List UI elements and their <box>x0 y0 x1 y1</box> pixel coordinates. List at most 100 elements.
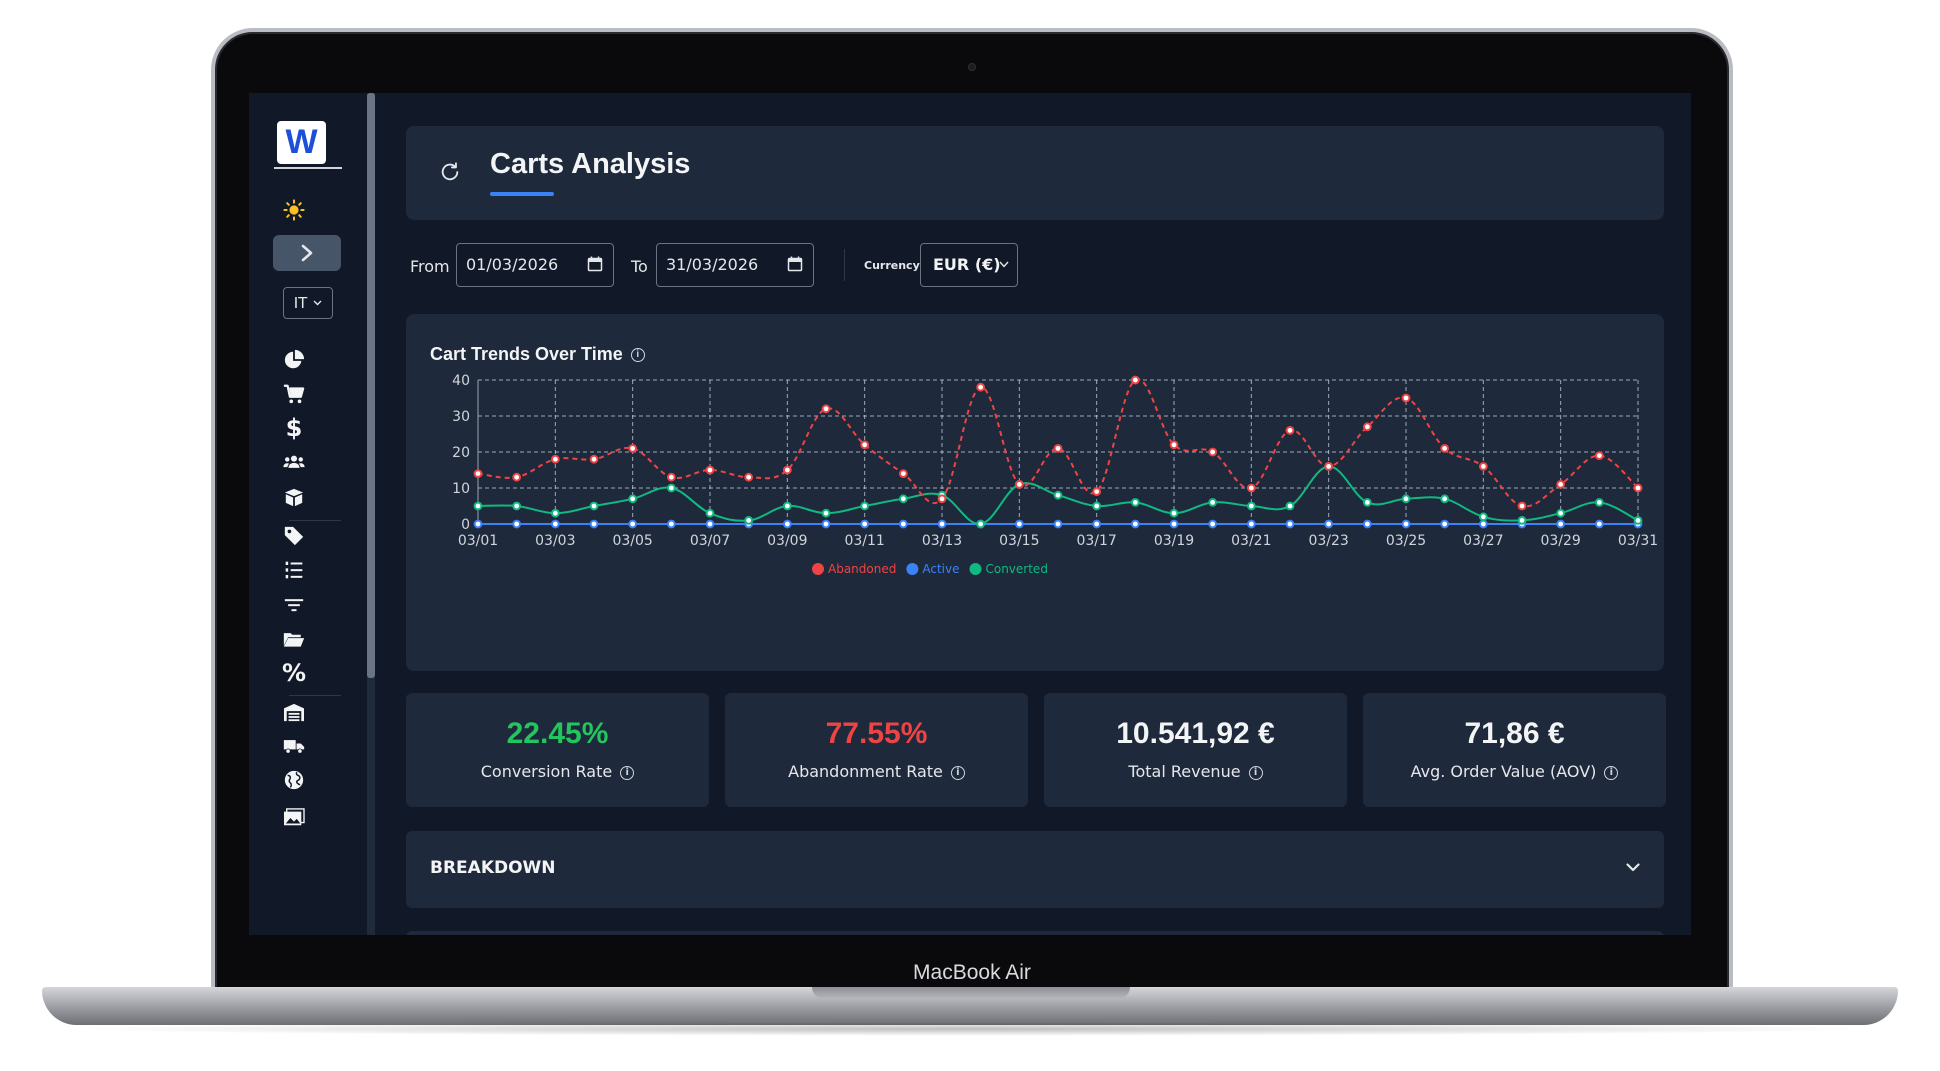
data-point-converted <box>1517 516 1527 525</box>
data-point-active <box>821 519 831 529</box>
pie-chart-icon[interactable] <box>279 345 309 375</box>
y-tick-label: 0 <box>461 517 470 533</box>
cart-trends-chart: 0 10 20 30 40 03/01 03/03 03/05 03/07 03/09 03/11 0… <box>452 373 1658 576</box>
info-icon[interactable]: i <box>950 765 965 780</box>
users-icon[interactable] <box>279 447 309 477</box>
kpi-value: 10.541,92 € <box>1116 717 1275 750</box>
app-logo[interactable]: W <box>277 121 326 164</box>
data-point-active <box>898 519 908 529</box>
kpi-value: 71,86 € <box>1464 717 1565 750</box>
data-point-active <box>550 519 560 529</box>
x-tick-label: 03/15 <box>999 533 1039 549</box>
sidebar-divider <box>289 520 341 521</box>
data-point-converted <box>473 501 483 511</box>
currency-select[interactable]: EUR (€) <box>920 243 1018 287</box>
info-icon[interactable]: i <box>620 765 635 780</box>
camera <box>968 63 976 71</box>
data-point-abandoned <box>1517 501 1527 511</box>
refresh-icon[interactable] <box>438 161 462 185</box>
x-tick-label: 03/03 <box>535 533 575 549</box>
to-date-input[interactable]: 31/03/2026 <box>656 243 814 287</box>
data-point-converted <box>628 494 638 504</box>
laptop-shadow <box>60 1022 1880 1036</box>
data-point-abandoned <box>1053 444 1063 453</box>
chart-title-text: Cart Trends Over Time <box>430 344 623 364</box>
data-point-active <box>1053 519 1063 529</box>
data-point-abandoned <box>1633 483 1643 493</box>
data-point-converted <box>512 501 522 511</box>
data-point-abandoned <box>1246 483 1256 493</box>
tag-icon[interactable] <box>279 521 309 551</box>
x-tick-label: 03/01 <box>458 533 498 549</box>
data-point-active <box>589 519 599 529</box>
x-tick-label: 03/13 <box>922 533 962 549</box>
language-select[interactable]: IT <box>283 287 333 319</box>
percent-icon[interactable]: % <box>281 659 307 687</box>
expand-sidebar-button[interactable] <box>273 235 341 271</box>
legend-label-converted: Converted <box>985 562 1047 576</box>
data-point-abandoned <box>666 472 676 482</box>
sidebar-scrollbar-thumb[interactable] <box>367 93 375 678</box>
device-label: MacBook Air <box>913 961 1031 984</box>
info-icon[interactable]: i <box>1248 765 1263 780</box>
data-point-active <box>512 519 522 529</box>
folder-open-icon[interactable] <box>279 624 309 654</box>
data-point-converted <box>976 519 986 529</box>
x-tick-label: 03/23 <box>1308 533 1348 549</box>
from-date-input[interactable]: 01/03/2026 <box>456 243 614 287</box>
data-point-active <box>628 519 638 529</box>
breakdown-accordion[interactable]: BREAKDOWN <box>406 831 1664 908</box>
data-point-abandoned <box>589 454 599 464</box>
box-icon[interactable] <box>279 482 309 512</box>
data-point-converted <box>1594 498 1604 507</box>
data-point-abandoned <box>1169 440 1179 450</box>
data-point-converted <box>1092 501 1102 511</box>
chevron-down-icon[interactable] <box>1626 853 1640 877</box>
info-icon[interactable]: i <box>630 348 645 363</box>
globe-icon[interactable] <box>279 765 309 795</box>
data-point-abandoned <box>860 440 870 450</box>
filter-icon[interactable] <box>279 590 309 620</box>
data-point-abandoned <box>1130 375 1140 385</box>
calendar-icon[interactable] <box>587 256 603 272</box>
legend-label-active: Active <box>922 562 959 576</box>
data-point-converted <box>744 516 754 525</box>
kpi-label: Conversion Rate i <box>406 762 709 781</box>
data-point-converted <box>1208 498 1218 507</box>
y-tick-label: 20 <box>452 445 470 461</box>
kpi-value: 77.55% <box>825 717 928 750</box>
data-point-abandoned <box>976 382 986 392</box>
data-point-active <box>1324 519 1334 529</box>
page-header: Carts Analysis <box>406 126 1664 220</box>
cart-icon[interactable] <box>279 379 309 409</box>
dollar-icon[interactable]: $ <box>285 414 303 442</box>
cart-trends-chart-card: Cart Trends Over Time i 0 10 20 30 40 03/01 03/… <box>406 314 1664 671</box>
data-point-abandoned <box>898 469 908 479</box>
kpi-label-text: Conversion Rate <box>480 762 613 781</box>
x-tick-label: 03/19 <box>1154 533 1194 549</box>
data-point-converted <box>1362 498 1372 507</box>
breakdown-title: BREAKDOWN <box>430 858 556 878</box>
truck-icon[interactable] <box>279 731 309 761</box>
x-tick-label: 03/31 <box>1618 533 1658 549</box>
sun-icon[interactable] <box>279 195 309 225</box>
data-point-converted <box>1401 494 1411 504</box>
from-date-value: 01/03/2026 <box>466 255 559 274</box>
kpi-label-text: Abandonment Rate <box>788 762 943 781</box>
page-title: Carts Analysis <box>490 148 691 180</box>
data-point-converted <box>589 501 599 511</box>
warehouse-icon[interactable] <box>279 697 309 727</box>
info-icon[interactable]: i <box>1604 765 1619 780</box>
x-tick-label: 03/05 <box>612 533 652 549</box>
data-point-converted <box>782 501 792 511</box>
images-icon[interactable] <box>279 803 309 833</box>
ordered-list-icon[interactable] <box>279 555 309 585</box>
data-point-abandoned <box>782 465 792 475</box>
chart-title: Cart Trends Over Time i <box>430 344 645 365</box>
data-point-active <box>1594 519 1604 529</box>
data-point-abandoned <box>628 444 638 453</box>
calendar-icon[interactable] <box>787 256 803 272</box>
data-point-abandoned <box>473 469 483 479</box>
sidebar-scrollbar[interactable] <box>367 93 375 935</box>
kpi-total-revenue: 10.541,92 € Total Revenue i <box>1044 693 1347 807</box>
